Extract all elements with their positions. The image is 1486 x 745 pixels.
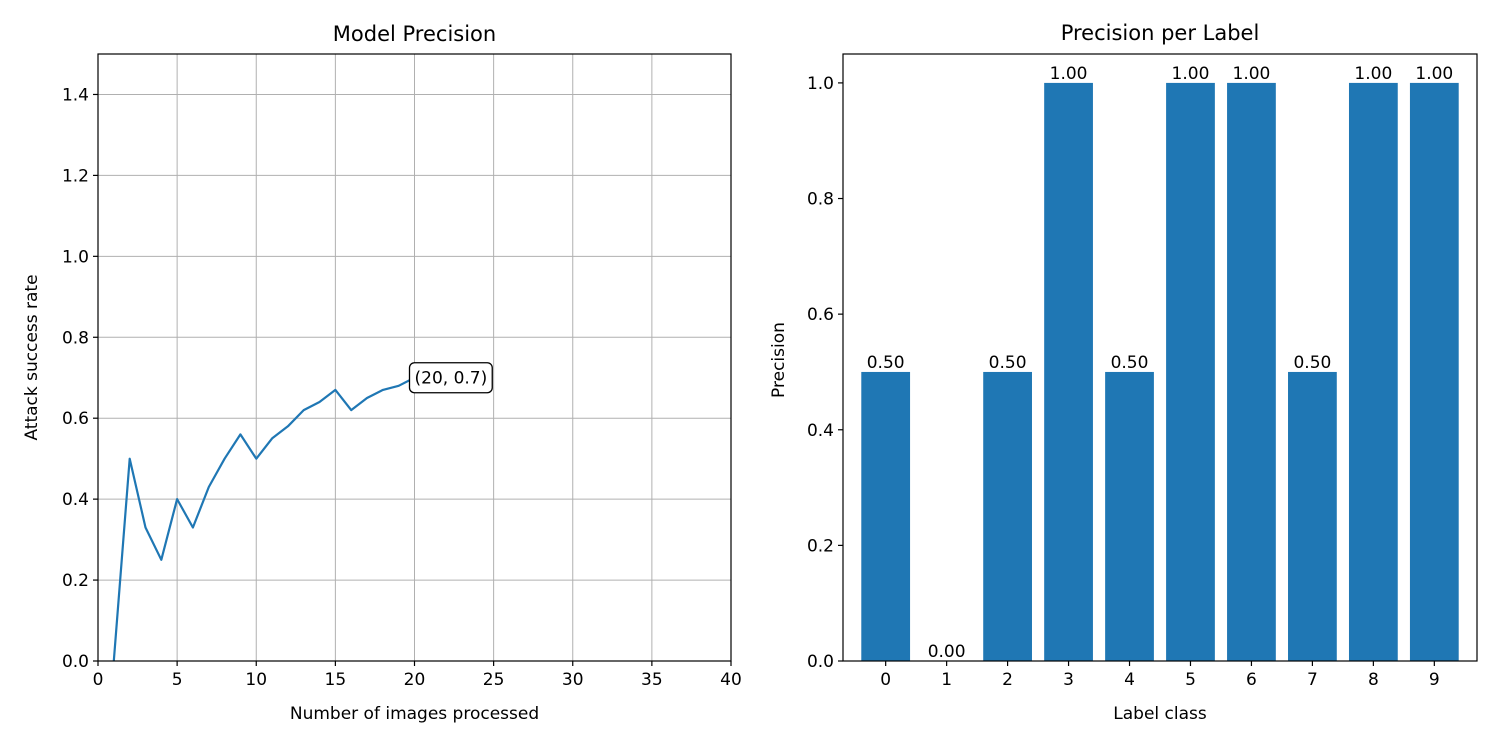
line-chart-y-tick-label: 1.0 (62, 247, 89, 267)
annotation-box (408, 362, 493, 394)
bar-value-label: 0.50 (1111, 353, 1149, 373)
bar (1409, 82, 1459, 661)
bar (1348, 82, 1398, 661)
bar-chart-y-label: Precision (769, 322, 789, 398)
bar-chart-x-tick-label: 9 (1429, 670, 1440, 690)
bar-value-label: 0.50 (989, 353, 1027, 373)
bar-chart-y-tick-label: 0.8 (807, 190, 834, 210)
bar (983, 371, 1032, 661)
line-chart-x-tick-label: 5 (172, 670, 183, 690)
bar-chart-title: Precision per Label (1061, 21, 1260, 45)
line-chart-y-tick-label: 1.2 (62, 166, 89, 186)
bar-chart-y-tick-label: 0.6 (807, 305, 834, 325)
line-chart-y-tick-label: 1.4 (62, 85, 89, 105)
bar-chart-y-tick-label: 0.2 (807, 536, 834, 556)
line-chart-x-tick-label: 30 (562, 670, 584, 690)
line-chart-x-tick-label: 10 (245, 670, 267, 690)
bar-chart: 0.500.000.501.000.501.00 1.000.501.00 1.00… (769, 21, 1478, 724)
bar-chart-x-tick-label: 1 (941, 670, 952, 690)
bar-chart-x-label: Label class (1113, 704, 1207, 724)
line-chart-x-label: Number of images processed (290, 704, 539, 724)
bar-chart-y-tick-label: 1.0 (807, 74, 834, 94)
bar-value-label: 1.00 (1050, 64, 1088, 84)
bar-chart-x-tick-label: 6 (1246, 670, 1257, 690)
bar (1166, 82, 1215, 661)
line-chart: 0 5 10 15 20 25 30 35 40 0.0 0.2 0.4 0.6 0.8 1.0 1.2 1.… (22, 22, 742, 724)
bar-value-label: 0.50 (867, 353, 905, 373)
bar-chart-x-tick-label: 8 (1368, 670, 1379, 690)
line-chart-x-tick-label: 0 (93, 670, 104, 690)
annotation-label: (20, 0.7) (415, 369, 488, 389)
bar-value-label: 1.00 (1354, 64, 1392, 84)
line-chart-y-tick-label: 0.2 (62, 571, 89, 591)
bar-value-label: 1.00 (1172, 64, 1210, 84)
bar (1044, 82, 1093, 661)
line-chart-series-line (112, 376, 416, 662)
bar-chart-y-tick-label: 0.4 (807, 421, 834, 441)
line-chart-y-label: Attack success rate (22, 274, 42, 440)
bar-chart-x-tick-label: 3 (1063, 670, 1074, 690)
line-chart-annotation: (20, 0.7) (408, 362, 493, 394)
bar-value-label: 0.00 (928, 642, 966, 662)
line-chart-x-tick-label: 40 (720, 670, 742, 690)
bar-value-label: 1.00 (1233, 64, 1271, 84)
bar-value-label: 0.50 (1293, 353, 1331, 373)
bar-chart-value-labels: 0.50 0.00 0.50 1.00 0.50 1.00 1.00 0.50 1.00 1.00 (867, 64, 1454, 662)
bar-chart-x-tick-label: 2 (1002, 670, 1013, 690)
bar (1288, 371, 1337, 661)
bar-chart-x-tick-label: 5 (1185, 670, 1196, 690)
bar-chart-x-ticks: 0 1 2 3 4 5 6 7 8 9 (880, 661, 1440, 690)
line-chart-y-tick-label: 0.8 (62, 328, 89, 348)
line-chart-y-ticks: 0.0 0.2 0.4 0.6 0.8 1.0 1.2 1.4 (62, 85, 98, 672)
line-chart-x-ticks: 0 5 10 15 20 25 30 35 40 (93, 661, 742, 690)
bar-chart-x-tick-label: 4 (1124, 670, 1135, 690)
line-chart-x-tick-label: 25 (483, 670, 505, 690)
bar-chart-x-tick-label: 0 (880, 670, 891, 690)
bar-chart-bars (861, 82, 1459, 661)
line-chart-x-tick-label: 15 (325, 670, 347, 690)
bar-chart-y-tick-label: 0.0 (807, 652, 834, 672)
bar (1227, 82, 1276, 661)
bar-chart-x-tick-label: 7 (1307, 670, 1318, 690)
line-chart-series (112, 376, 416, 662)
bar-chart-y-ticks: 0.0 0.2 0.4 0.6 0.8 1.0 (807, 74, 843, 672)
line-chart-title: Model Precision (333, 22, 496, 46)
line-chart-y-tick-label: 0.6 (62, 409, 89, 429)
bar (861, 371, 911, 661)
bar (1105, 371, 1154, 661)
line-chart-y-tick-label: 0.4 (62, 490, 89, 510)
line-chart-y-tick-label: 0.0 (62, 652, 89, 672)
bar-value-label: 1.00 (1415, 64, 1453, 84)
line-chart-x-tick-label: 35 (641, 670, 663, 690)
line-chart-x-tick-label: 20 (404, 670, 426, 690)
bar-chart-frame (842, 53, 1478, 662)
